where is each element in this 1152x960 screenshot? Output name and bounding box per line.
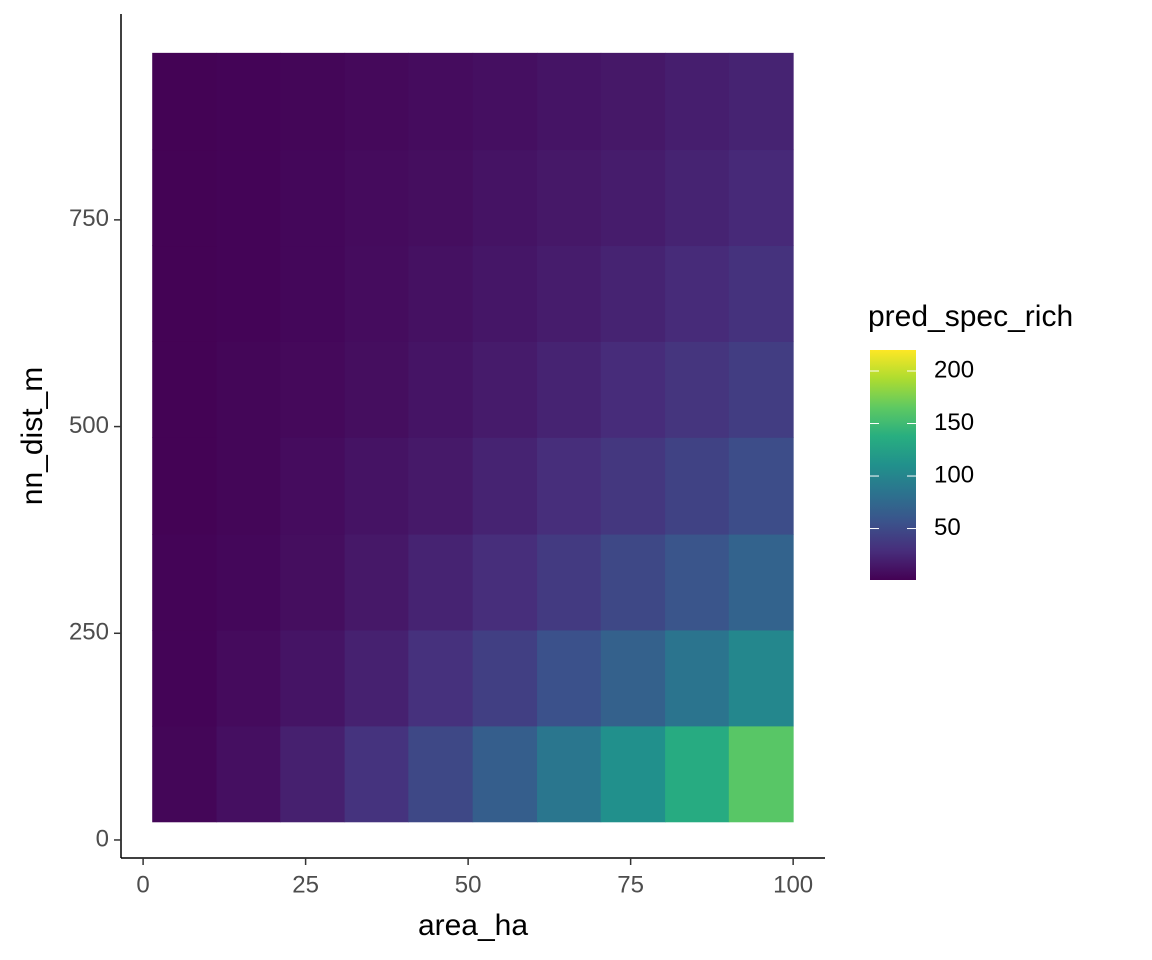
heat-cell	[537, 52, 602, 151]
heat-cell	[280, 245, 346, 342]
heat-cell	[408, 52, 474, 151]
x-tick-label: 50	[455, 871, 482, 898]
heat-cell	[152, 725, 218, 823]
y-axis-title: nn_dist_m	[16, 367, 49, 505]
heat-cell	[728, 534, 794, 631]
heat-cell	[152, 437, 218, 535]
heat-cell	[537, 245, 602, 342]
heat-cell	[216, 534, 281, 631]
heat-cell	[344, 245, 409, 342]
heat-cell	[665, 52, 730, 151]
heat-cell	[600, 725, 666, 823]
heat-cell	[344, 149, 409, 247]
heat-cell	[408, 725, 474, 823]
heat-cell	[344, 437, 409, 535]
heat-cell	[280, 629, 346, 727]
heat-cell	[537, 725, 602, 823]
y-tick-label: 0	[96, 825, 109, 852]
heat-cell	[600, 534, 666, 631]
heat-cell	[537, 149, 602, 247]
x-tick-label: 25	[292, 871, 319, 898]
heat-cell	[408, 534, 474, 631]
colorbar-label: 50	[934, 514, 961, 541]
heatmap	[152, 52, 794, 823]
heat-cell	[600, 52, 666, 151]
y-tick-label: 750	[69, 205, 109, 232]
heat-cell	[344, 341, 409, 438]
heat-cell	[344, 52, 409, 151]
heat-cell	[665, 437, 730, 535]
y-tick-label: 250	[69, 619, 109, 646]
heat-cell	[344, 725, 409, 823]
colorbar	[870, 350, 916, 580]
heat-cell	[665, 629, 730, 727]
x-axis-title: area_ha	[418, 909, 528, 942]
heat-cell	[472, 534, 538, 631]
heat-cell	[216, 629, 281, 727]
heat-cell	[472, 149, 538, 247]
heat-cell	[728, 725, 794, 823]
heat-cell	[472, 437, 538, 535]
heat-cell	[152, 629, 218, 727]
heat-cell	[216, 149, 281, 247]
heat-cell	[408, 245, 474, 342]
heat-cell	[408, 149, 474, 247]
heat-cell	[344, 629, 409, 727]
heat-cell	[472, 341, 538, 438]
colorbar-label: 150	[934, 409, 974, 436]
x-tick-label: 0	[136, 871, 149, 898]
heat-cell	[472, 245, 538, 342]
colorbar-label: 200	[934, 356, 974, 383]
heat-cell	[665, 149, 730, 247]
heat-cell	[280, 341, 346, 438]
heat-cell	[216, 725, 281, 823]
heat-cell	[665, 245, 730, 342]
heat-cell	[537, 341, 602, 438]
heat-cell	[280, 534, 346, 631]
heat-cell	[665, 725, 730, 823]
colorbar-label: 100	[934, 461, 974, 488]
heat-cell	[728, 437, 794, 535]
heat-cell	[408, 437, 474, 535]
heat-cell	[152, 52, 218, 151]
heat-cell	[537, 437, 602, 535]
heat-cell	[600, 341, 666, 438]
legend-title: pred_spec_rich	[868, 300, 1073, 333]
heat-cell	[216, 245, 281, 342]
heat-cell	[152, 245, 218, 342]
heat-cell	[600, 437, 666, 535]
heat-cell	[472, 725, 538, 823]
heat-cell	[728, 341, 794, 438]
heat-cell	[280, 437, 346, 535]
heat-cell	[728, 245, 794, 342]
heat-cell	[472, 629, 538, 727]
heat-cell	[665, 341, 730, 438]
heat-cell	[728, 52, 794, 151]
heat-cell	[537, 534, 602, 631]
heat-cell	[216, 437, 281, 535]
heat-cell	[600, 245, 666, 342]
y-tick-label: 500	[69, 412, 109, 439]
heat-cell	[344, 534, 409, 631]
heat-cell	[600, 149, 666, 247]
heat-cell	[152, 149, 218, 247]
heat-cell	[408, 341, 474, 438]
heat-cell	[600, 629, 666, 727]
heat-cell	[280, 52, 346, 151]
heat-cell	[408, 629, 474, 727]
heat-cell	[152, 534, 218, 631]
heat-cell	[280, 149, 346, 247]
heat-cell	[216, 52, 281, 151]
heat-cell	[280, 725, 346, 823]
x-tick-label: 75	[617, 871, 644, 898]
heat-cell	[665, 534, 730, 631]
x-tick-label: 100	[773, 871, 813, 898]
heat-cell	[152, 341, 218, 438]
heat-cell	[728, 149, 794, 247]
heat-cell	[472, 52, 538, 151]
heat-cell	[216, 341, 281, 438]
heat-cell	[537, 629, 602, 727]
heat-cell	[728, 629, 794, 727]
